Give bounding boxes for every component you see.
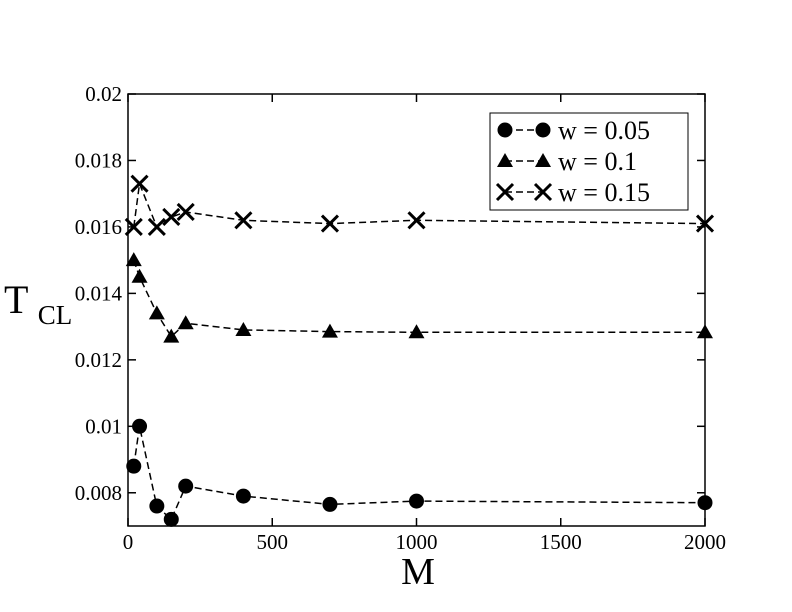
y-tick-label: 0.008: [75, 481, 122, 505]
data-point-circle: [235, 488, 251, 504]
data-point-x: [176, 202, 195, 222]
y-tick-label: 0.018: [75, 148, 122, 172]
y-axis-title-main: T: [4, 277, 28, 322]
legend-label: w = 0.15: [558, 178, 650, 207]
data-point-circle: [163, 511, 179, 527]
series-layer: [124, 174, 715, 527]
y-tick-label: 0.02: [85, 82, 122, 106]
y-axis-title-subscript: CL: [38, 300, 73, 330]
data-point-triangle: [497, 153, 513, 167]
y-tick-label: 0.014: [75, 281, 123, 305]
data-point-circle: [149, 498, 165, 514]
x-tick-label: 500: [257, 530, 289, 554]
data-point-circle: [497, 122, 513, 138]
x-tick-label: 2000: [684, 530, 726, 554]
data-point-x: [495, 182, 515, 202]
legend-label: w = 0.05: [558, 116, 650, 145]
data-point-triangle: [321, 323, 338, 338]
legend-entry: w = 0.05: [497, 116, 650, 145]
data-point-triangle: [177, 315, 194, 330]
data-point-x: [320, 214, 340, 233]
y-tick-label: 0.01: [85, 414, 122, 438]
data-point-triangle: [535, 153, 551, 167]
x-axis-title: M: [401, 551, 435, 593]
x-tick-label: 0: [123, 530, 134, 554]
legend-entry: w = 0.15: [495, 178, 650, 207]
data-point-triangle: [697, 324, 713, 339]
series-line: [133, 259, 705, 338]
data-point-triangle: [235, 321, 252, 336]
data-point-circle: [126, 458, 142, 474]
data-point-circle: [178, 478, 194, 494]
data-point-x: [234, 211, 253, 230]
y-tick-label: 0.016: [75, 215, 122, 239]
legend-label: w = 0.1: [558, 147, 637, 176]
data-point-circle: [322, 496, 338, 512]
data-point-x: [124, 217, 143, 236]
data-point-x: [407, 211, 426, 230]
series: [124, 174, 715, 236]
x-tick-label: 1500: [540, 530, 582, 554]
data-point-x: [695, 214, 715, 233]
y-axis-title: T CL: [4, 277, 72, 330]
data-point-triangle: [148, 305, 165, 320]
data-point-circle: [132, 418, 148, 434]
data-point-x: [147, 217, 166, 236]
x-axis: 0 500 1000 1500 2000: [123, 94, 726, 554]
series: [125, 252, 713, 343]
data-point-x: [130, 174, 149, 193]
y-tick-label: 0.012: [75, 348, 122, 372]
data-point-x: [533, 182, 553, 202]
data-point-triangle: [131, 268, 148, 283]
y-axis: 0.008 0.01 0.012 0.014 0.016 0.018 0.02: [75, 82, 705, 505]
legend-entry: w = 0.1: [497, 147, 637, 176]
data-point-triangle: [163, 328, 180, 343]
data-point-circle: [697, 495, 713, 511]
legend: w = 0.05w = 0.1w = 0.15: [489, 112, 689, 211]
x-tick-label: 1000: [396, 530, 438, 554]
series: [126, 418, 713, 527]
data-point-x: [162, 207, 181, 227]
data-point-circle: [409, 493, 424, 509]
data-point-circle: [535, 122, 551, 138]
data-point-triangle: [408, 324, 425, 339]
data-point-triangle: [125, 252, 142, 267]
